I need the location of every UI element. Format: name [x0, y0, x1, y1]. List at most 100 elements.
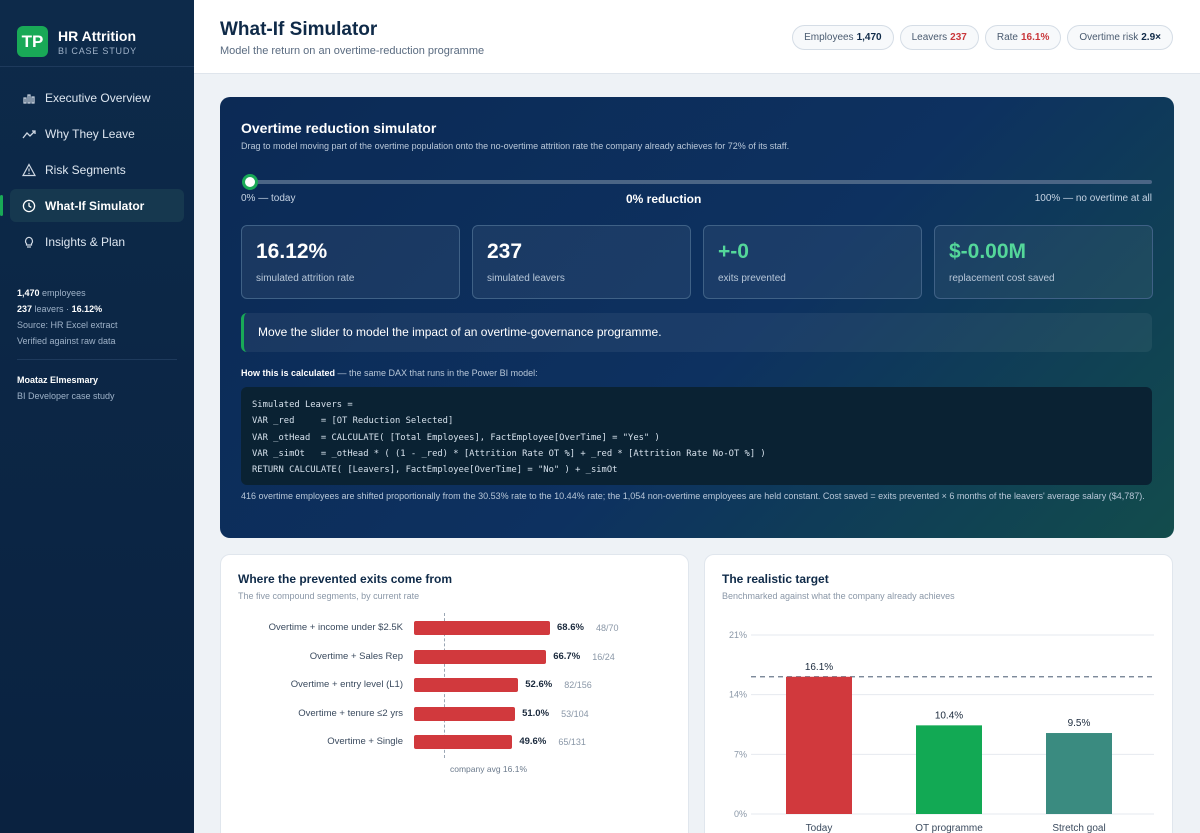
sidebar-nav: Executive Overview Why They Leave Risk S…: [0, 67, 194, 258]
y-tick-label: 7%: [734, 749, 747, 759]
kpi-label: simulated attrition rate: [256, 273, 355, 284]
sidebar: TP HR Attrition BI CASE STUDY Executive …: [0, 0, 194, 833]
segment-rate: 68.6%: [557, 622, 584, 633]
author-role: BI Developer case study: [17, 391, 115, 401]
bar-chart-icon: [23, 93, 35, 104]
segment-count: 16/24: [592, 651, 615, 662]
card-title: Where the prevented exits come from: [238, 572, 453, 586]
segment-rate: 66.7%: [553, 650, 581, 662]
y-tick-label: 21%: [729, 630, 747, 640]
kpi-value: +-0: [718, 240, 749, 263]
category-label: Stretch goal: [1052, 823, 1105, 833]
sidebar-item-label: Executive Overview: [45, 90, 151, 105]
pill-label: Rate: [996, 32, 1018, 43]
segment-label: Overtime + income under $2.5K: [268, 622, 403, 633]
pill-value: 1,470: [856, 32, 882, 43]
dax-code-block: Simulated Leavers = VAR _red = [OT Reduc…: [241, 387, 1152, 485]
prevented-exits-card: Where the prevented exits come from The …: [220, 554, 689, 833]
warning-icon: [22, 162, 36, 176]
segment-bar: [414, 621, 550, 635]
sidebar-item-label: What-If Simulator: [45, 198, 145, 213]
segment-bar: [414, 649, 547, 664]
sidebar-item-risk-segments[interactable]: Risk Segments: [10, 153, 184, 186]
sidebar-item-what-if-simulator[interactable]: What-If Simulator: [0, 189, 184, 222]
simulator-callout: Move the slider to model the impact of a…: [241, 313, 1152, 352]
card-title: The realistic target: [722, 572, 829, 586]
stat-leavers-number: 237: [17, 304, 33, 314]
stat-leavers-word: leavers ·: [34, 304, 70, 314]
segment-count: 82/156: [564, 680, 592, 690]
pill-overtime-risk: Overtime risk 2.9×: [1067, 25, 1173, 50]
segment-label: Overtime + tenure ≤2 yrs: [298, 707, 403, 719]
segment-count: 53/104: [561, 708, 589, 719]
y-tick-label: 0%: [734, 809, 747, 819]
brand-logo: TP: [17, 26, 48, 57]
slider-max-label: 100% — no overtime at all: [1034, 193, 1152, 204]
realistic-target-card: The realistic target Benchmarked against…: [704, 554, 1173, 833]
sidebar-item-label: Why They Leave: [45, 126, 135, 141]
pill-leavers: Leavers 237: [899, 25, 979, 50]
target-bar: [1046, 733, 1112, 814]
simulator-description: Drag to model moving part of the overtim…: [241, 141, 790, 151]
sidebar-stats: 1,470 employees 237 leavers · 16.12% Sou…: [0, 261, 194, 349]
clock-icon: [22, 199, 36, 212]
page-title: What-If Simulator: [220, 19, 378, 40]
sidebar-item-label: Insights & Plan: [45, 234, 126, 249]
pill-value: 237: [950, 32, 967, 43]
card-subtitle: The five compound segments, by current r…: [238, 591, 420, 601]
kpi-label: simulated leavers: [487, 273, 565, 284]
segment-bar: [414, 735, 513, 749]
trend-line-icon: [22, 129, 36, 138]
sidebar-item-insights-plan[interactable]: Insights & Plan: [10, 225, 184, 258]
calculation-heading-bold: How this is calculated: [241, 368, 336, 378]
author-block: Moataz Elmesmary BI Developer case study: [0, 360, 194, 416]
kpi-simulated-rate: 16.12% simulated attrition rate: [241, 225, 460, 299]
sidebar-item-executive-overview[interactable]: Executive Overview: [10, 81, 184, 114]
slider-min-label: 0% — today: [241, 193, 296, 204]
company-average-label: company avg 16.1%: [450, 764, 528, 774]
kpi-value: 16.12%: [256, 240, 328, 263]
target-bar: [916, 725, 982, 814]
brand-title: HR Attrition: [58, 27, 137, 44]
segment-rate: 51.0%: [522, 707, 550, 719]
lightbulb-icon: [24, 236, 34, 248]
category-label: OT programme: [915, 823, 983, 833]
sidebar-item-label: Risk Segments: [45, 162, 126, 177]
reduction-slider-track[interactable]: [242, 180, 1152, 184]
pill-label: Leavers: [911, 32, 948, 43]
header-stat-pills: Employees 1,470 Leavers 237 Rate 16.1% Over…: [792, 25, 1173, 50]
kpi-value: 237: [487, 240, 523, 263]
category-label: Today: [806, 823, 833, 833]
pill-rate: Rate 16.1%: [984, 25, 1062, 50]
calculation-heading: How this is calculated — the same DAX th…: [241, 368, 538, 378]
stat-employees-number: 1,470: [17, 288, 40, 298]
segment-count: 48/70: [596, 623, 619, 633]
pill-label: Employees: [804, 32, 854, 43]
simulated-kpis: 16.12% simulated attrition rate 237 simu…: [241, 225, 1153, 299]
kpi-label: exits prevented: [718, 273, 786, 284]
kpi-simulated-leavers: 237 simulated leavers: [472, 225, 691, 299]
bar-value-label: 10.4%: [935, 710, 963, 721]
pill-value: 16.1%: [1020, 32, 1050, 43]
author-name: Moataz Elmesmary: [17, 375, 99, 385]
segment-bar: [414, 678, 519, 692]
sidebar-divider: [17, 359, 177, 360]
bar-value-label: 16.1%: [805, 662, 833, 673]
brand: TP HR Attrition BI CASE STUDY: [0, 0, 194, 67]
target-bar: [786, 676, 852, 814]
segment-bar: [414, 706, 516, 721]
segment-rate: 49.6%: [519, 736, 547, 747]
stat-employees-word: employees: [42, 288, 86, 298]
reduction-slider-thumb[interactable]: [242, 174, 258, 190]
target-bar-chart: 0% 7% 14% 21% 16.1% Today 10.4% OT programme 9.5…: [729, 630, 1154, 833]
stat-verified: Verified against raw data: [17, 336, 116, 346]
segment-label: Overtime + Sales Rep: [309, 650, 403, 662]
overtime-simulator-panel: Overtime reduction simulator Drag to mod…: [220, 97, 1174, 538]
brand-subtitle: BI CASE STUDY: [58, 45, 137, 56]
slider-value-label: 0% reduction: [626, 192, 702, 206]
segment-count: 65/131: [558, 737, 586, 747]
pill-value: 2.9×: [1141, 32, 1161, 43]
sidebar-item-why-they-leave[interactable]: Why They Leave: [10, 117, 184, 150]
page-subtitle: Model the return on an overtime-reductio…: [220, 45, 485, 57]
calculation-heading-rest: — the same DAX that runs in the Power BI…: [335, 368, 538, 378]
